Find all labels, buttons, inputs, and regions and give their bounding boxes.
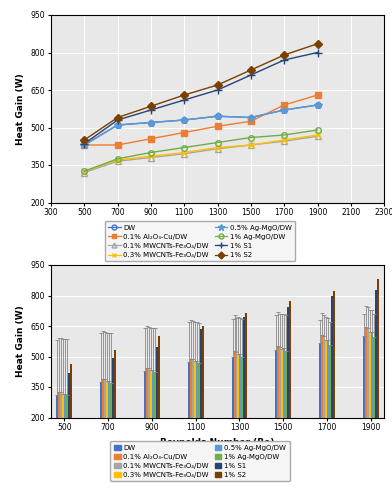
Bar (243, 317, 245, 458)
Bar (158, 336, 160, 458)
Bar (232, 356, 234, 458)
Bar (377, 279, 379, 458)
Y-axis label: Heat Gain (W): Heat Gain (W) (16, 73, 25, 144)
Bar (106, 382, 108, 458)
Bar (188, 362, 190, 458)
Bar (238, 354, 240, 458)
Bar (365, 327, 367, 458)
Bar (194, 361, 196, 458)
Bar (152, 370, 154, 458)
Bar (198, 363, 200, 458)
Bar (331, 296, 333, 458)
Bar (321, 335, 323, 458)
Bar (110, 382, 112, 458)
Bar (62, 394, 64, 458)
Bar (104, 380, 106, 458)
Bar (371, 332, 373, 458)
Bar (287, 306, 289, 458)
Bar (369, 332, 371, 458)
Bar (333, 292, 335, 458)
Y-axis label: Heat Gain (W): Heat Gain (W) (16, 306, 25, 377)
Bar (234, 352, 236, 458)
Bar (100, 382, 102, 458)
Bar (108, 382, 110, 458)
X-axis label: Reynolds Number (Re): Reynolds Number (Re) (160, 222, 275, 232)
Bar (144, 370, 146, 458)
Bar (200, 329, 201, 458)
Bar (114, 350, 116, 458)
Bar (277, 346, 279, 458)
Bar (245, 313, 247, 458)
Bar (66, 395, 68, 458)
Bar (64, 394, 66, 458)
Bar (70, 364, 72, 458)
Bar (327, 340, 329, 458)
Legend: DW, 0.1% Al₂O₃-Cu/DW, 0.1% MWCNTs-Fe₃O₄/DW, 0.3% MWCNTs-Fe₃O₄/DW, 0.5% Ag-MgO/DW: DW, 0.1% Al₂O₃-Cu/DW, 0.1% MWCNTs-Fe₃O₄/… (110, 441, 290, 482)
Bar (285, 351, 287, 458)
Bar (201, 326, 203, 458)
Bar (146, 368, 148, 458)
Bar (281, 349, 283, 458)
Bar (323, 336, 325, 458)
Bar (60, 392, 62, 458)
Bar (150, 370, 152, 458)
Bar (329, 346, 331, 458)
X-axis label: Reynolds Number (Re): Reynolds Number (Re) (160, 438, 275, 446)
Bar (279, 346, 281, 458)
Bar (112, 358, 114, 458)
Bar (58, 392, 60, 458)
Bar (283, 348, 285, 458)
Legend: DW, 0.1% Al₂O₃-Cu/DW, 0.1% MWCNTs-Fe₃O₄/DW, 0.3% MWCNTs-Fe₃O₄/DW, 0.5% Ag-MgO/DW: DW, 0.1% Al₂O₃-Cu/DW, 0.1% MWCNTs-Fe₃O₄/… (105, 221, 295, 262)
Bar (236, 352, 238, 458)
Bar (196, 361, 198, 458)
Bar (241, 356, 243, 458)
Bar (325, 340, 327, 458)
Bar (68, 373, 70, 458)
Bar (190, 358, 192, 458)
Bar (148, 368, 150, 458)
Bar (275, 350, 277, 458)
Bar (289, 300, 291, 458)
Bar (373, 337, 375, 458)
Bar (56, 395, 58, 458)
Bar (102, 379, 104, 458)
Bar (319, 344, 321, 458)
Bar (367, 328, 369, 458)
Bar (192, 359, 194, 458)
Bar (240, 354, 241, 458)
Bar (154, 372, 156, 458)
Bar (363, 336, 365, 458)
Bar (156, 348, 158, 458)
Bar (375, 290, 377, 458)
